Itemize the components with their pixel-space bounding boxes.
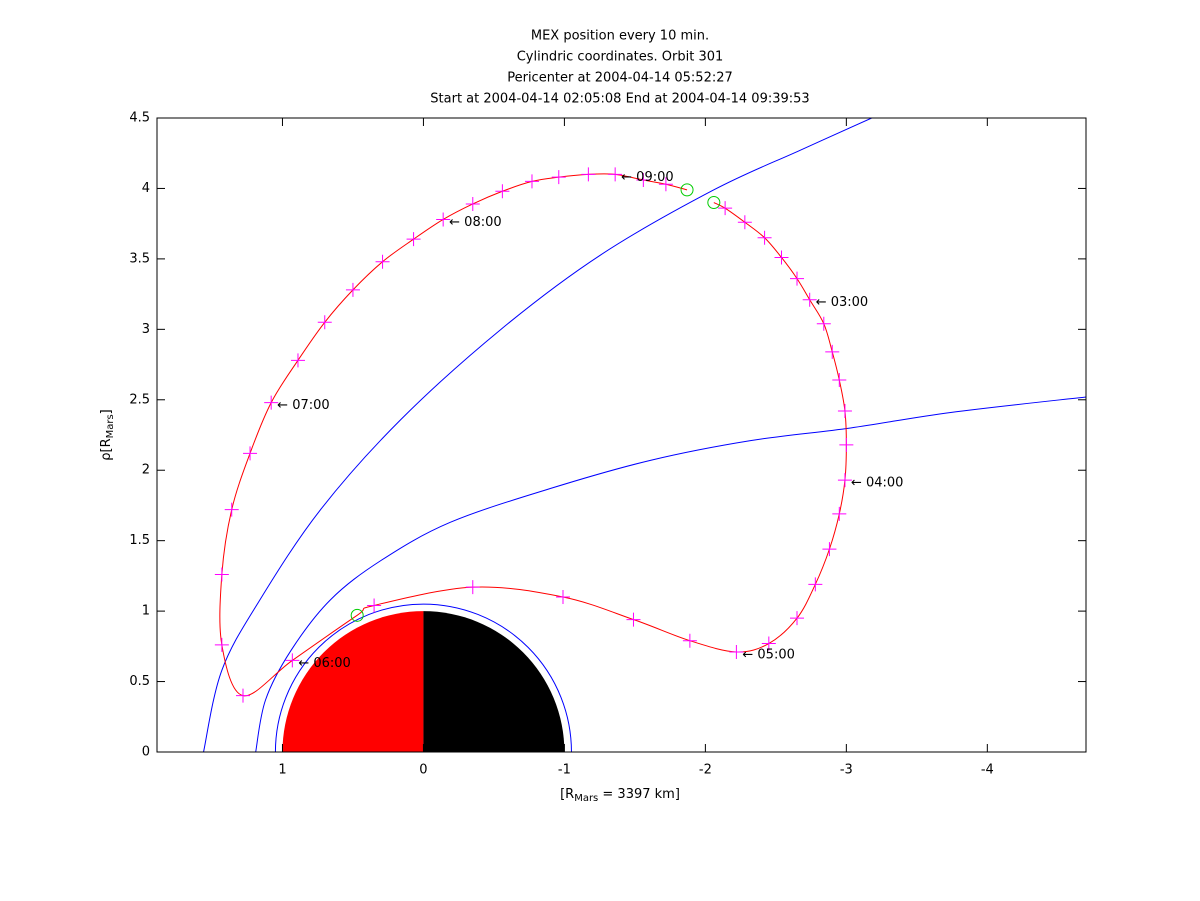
plus-marker xyxy=(285,653,300,668)
time-annotation: ← 05:00 xyxy=(742,647,795,662)
y-tick-label: 2 xyxy=(142,463,150,478)
plus-marker xyxy=(636,172,651,187)
plus-marker xyxy=(839,437,854,452)
time-annotation: ← 03:00 xyxy=(816,295,869,310)
planet-night xyxy=(423,611,565,752)
x-tick-label: -3 xyxy=(840,763,853,778)
plus-marker xyxy=(718,201,733,216)
subscript: Mars xyxy=(105,414,116,438)
time-annotation: ← 06:00 xyxy=(298,656,351,671)
title-line: MEX position every 10 min. xyxy=(531,29,709,44)
plus-marker xyxy=(802,292,817,307)
plus-marker xyxy=(367,598,382,613)
plus-marker xyxy=(317,315,332,330)
x-tick-label: -1 xyxy=(558,763,571,778)
plus-marker xyxy=(465,196,480,211)
plus-marker xyxy=(243,446,258,461)
time-annotation: ← 04:00 xyxy=(851,476,904,491)
plus-marker xyxy=(608,167,623,182)
plus-marker xyxy=(757,230,772,245)
plus-marker xyxy=(551,170,566,185)
title-line: Start at 2004-04-14 02:05:08 End at 2004… xyxy=(430,92,809,107)
y-tick-label: 0.5 xyxy=(129,674,150,689)
plus-marker xyxy=(682,633,697,648)
y-tick-label: 0 xyxy=(142,745,150,760)
y-tick-label: 4 xyxy=(142,181,150,196)
curve xyxy=(203,118,872,752)
plus-marker xyxy=(264,395,279,410)
label-part: ] xyxy=(99,409,114,414)
subscript: Mars xyxy=(574,793,598,804)
time-annotation: ← 07:00 xyxy=(277,398,330,413)
plus-marker xyxy=(626,612,641,627)
time-annotation: ← 09:00 xyxy=(621,170,674,185)
plus-marker xyxy=(235,688,250,703)
plus-marker xyxy=(790,271,805,286)
plus-marker xyxy=(375,254,390,269)
y-tick-label: 1 xyxy=(142,604,150,619)
plus-marker xyxy=(214,567,229,582)
curve xyxy=(255,396,1086,752)
plot-area: ← 03:00 ← 04:00 ← 05:00 ← 06:00 ← 07:00 ← 08:… xyxy=(203,118,1086,752)
axes: [RMars = 3397 km]ρ[RMars]1 0 -1 -2 -3 -400.51… xyxy=(99,111,1086,805)
plus-marker xyxy=(761,636,776,651)
plus-marker xyxy=(581,167,596,182)
plus-marker xyxy=(837,404,852,419)
plus-marker xyxy=(465,580,480,595)
plus-marker xyxy=(345,282,360,297)
plus-marker xyxy=(406,232,421,247)
y-tick-label: 2.5 xyxy=(129,392,150,407)
plus-marker xyxy=(737,215,752,230)
plus-marker xyxy=(436,212,451,227)
planet-day xyxy=(282,611,424,752)
plus-marker xyxy=(729,644,744,659)
x-axis-label: [RMars = 3397 km] xyxy=(560,787,680,805)
plus-marker xyxy=(224,502,239,517)
plus-marker xyxy=(214,637,229,652)
label-part: ρ[R xyxy=(99,438,114,460)
x-tick-label: -4 xyxy=(981,763,994,778)
circle-marker xyxy=(707,196,721,210)
plus-marker xyxy=(816,316,831,331)
time-annotation: ← 08:00 xyxy=(449,215,502,230)
plus-marker xyxy=(658,177,673,192)
y-tick-label: 3 xyxy=(142,322,150,337)
plus-marker xyxy=(774,250,789,265)
circle-marker xyxy=(680,183,694,197)
plus-marker xyxy=(822,542,837,557)
plus-marker xyxy=(555,590,570,605)
x-tick-label: 1 xyxy=(278,763,286,778)
title-line: Cylindric coordinates. Orbit 301 xyxy=(517,50,724,65)
label-part: = 3397 km] xyxy=(598,787,680,802)
plus-marker xyxy=(837,473,852,488)
x-tick-label: -2 xyxy=(699,763,712,778)
plus-marker xyxy=(290,353,305,368)
plus-marker xyxy=(808,577,823,592)
plus-marker xyxy=(790,611,805,626)
plus-marker xyxy=(832,373,847,388)
plus-marker xyxy=(524,174,539,189)
label-part: [R xyxy=(560,787,574,802)
plus-marker xyxy=(495,184,510,199)
y-tick-label: 1.5 xyxy=(129,533,150,548)
title-line: Pericenter at 2004-04-14 05:52:27 xyxy=(507,71,733,86)
y-tick-label: 4.5 xyxy=(129,111,150,126)
plus-marker xyxy=(832,506,847,521)
y-axis-label: ρ[RMars] xyxy=(99,409,117,461)
y-tick-label: 3.5 xyxy=(129,251,150,266)
chart-title: MEX position every 10 min. Cylindric coor… xyxy=(430,29,809,107)
axes-box xyxy=(156,117,1087,753)
circle-marker xyxy=(350,608,364,622)
plus-marker xyxy=(825,344,840,359)
x-tick-label: 0 xyxy=(419,763,427,778)
